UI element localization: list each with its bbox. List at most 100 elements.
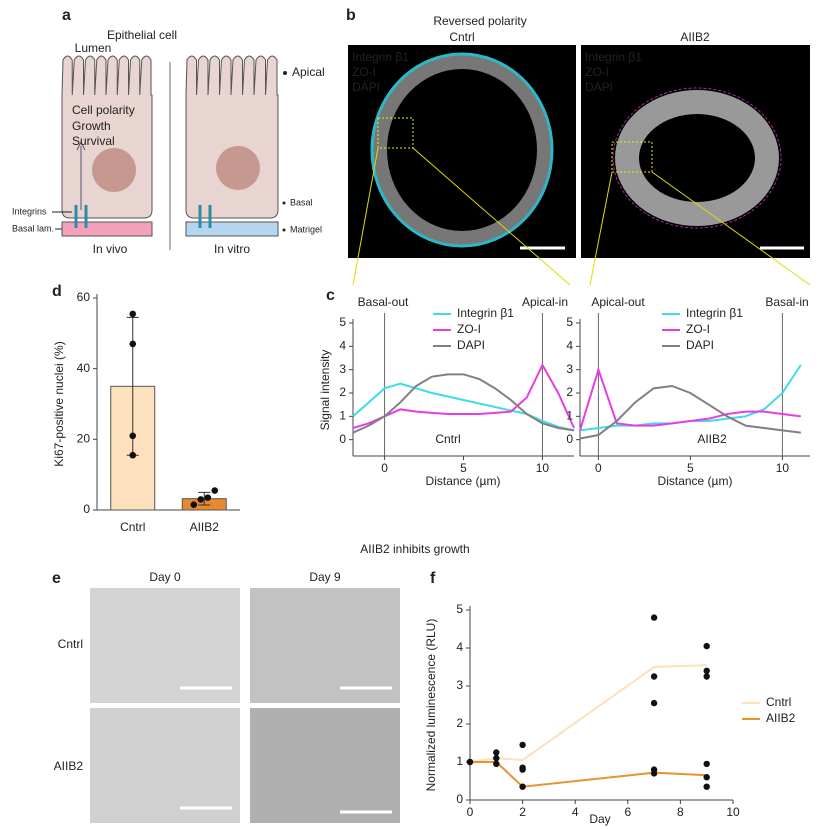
zoom-box [377, 117, 414, 149]
annotation: Apical-in [522, 295, 568, 309]
label: Cell polarity [72, 103, 135, 117]
data-point [493, 760, 500, 768]
annotation: Basal-out [358, 295, 409, 309]
organoid-edge [612, 87, 782, 229]
label: Lumen [75, 41, 112, 55]
x-tick-label: 2 [519, 805, 526, 819]
y-tick-label: 40 [77, 361, 91, 375]
data-point [519, 766, 526, 773]
y-tick-label: 5 [456, 602, 463, 616]
y-tick-label: 60 [77, 290, 91, 304]
label: In vitro [214, 242, 250, 256]
series-line [470, 761, 707, 788]
data-point [190, 501, 198, 509]
y-tick-label: 1 [456, 754, 463, 768]
x-tick-label: 5 [687, 461, 694, 475]
channel-label: DAPI [585, 80, 613, 94]
section-title: AIIB2 inhibits growth [360, 542, 469, 556]
y-tick-label: 0 [566, 432, 573, 446]
data-point [129, 340, 137, 348]
y-axis-label: Normalized luminescence (RLU) [424, 619, 438, 792]
data-point [129, 451, 137, 459]
x-axis-label: Distance (µm) [658, 474, 733, 488]
data-point [703, 673, 710, 680]
y-tick-label: 0 [456, 792, 463, 806]
panel-label: b [346, 7, 356, 24]
organoid [373, 55, 551, 245]
pointer [283, 71, 287, 75]
error-bar [198, 491, 211, 506]
data-point [703, 667, 710, 674]
image [90, 708, 240, 823]
y-tick-label: 5 [566, 315, 573, 329]
y-tick-label: 2 [456, 716, 463, 730]
data-point [703, 642, 710, 650]
diagram-title: Epithelial cell [107, 28, 177, 42]
legend-label: AIIB2 [766, 711, 796, 725]
label: Integrins [12, 206, 47, 216]
legend-label: DAPI [686, 338, 714, 352]
channel-label: Integrin β1 [352, 50, 409, 64]
zoom-line [412, 147, 571, 286]
panel-label: d [52, 283, 62, 300]
image [250, 708, 400, 823]
x-tick-label: 10 [536, 461, 550, 475]
annotation: Basal-in [765, 295, 808, 309]
y-tick-label: 3 [339, 362, 346, 376]
data-point [519, 783, 526, 790]
legend-label: Cntrl [766, 695, 791, 709]
column-label: Day 9 [309, 570, 341, 584]
zoom-line [651, 171, 811, 286]
x-tick-label: 8 [677, 805, 684, 819]
panel-label: a [62, 7, 71, 24]
y-tick-label: 20 [77, 432, 91, 446]
label: Matrigel [290, 224, 322, 234]
series-line [352, 373, 575, 434]
y-tick-label: 0 [83, 502, 90, 516]
channel-label: Integrin β1 [585, 50, 642, 64]
data-point [703, 760, 710, 768]
y-axis-label: Ki67-positive nuclei (%) [52, 341, 66, 466]
y-tick-label: 4 [339, 339, 346, 353]
zoom-line [589, 171, 613, 286]
y-tick-label: 2 [566, 385, 573, 399]
y-tick-label: 3 [456, 678, 463, 692]
y-tick-label: 0 [339, 432, 346, 446]
pointer [282, 201, 286, 205]
y-tick-label: 1 [566, 409, 573, 423]
zoom-line [352, 147, 379, 286]
x-tick-label: 0 [467, 805, 474, 819]
y-axis-label: Signal intensity [318, 350, 332, 431]
label: Basal [290, 197, 313, 207]
legend-label: DAPI [457, 338, 485, 352]
x-tick-label: 0 [381, 461, 388, 475]
panel-label: c [326, 287, 335, 304]
brightfield-images [90, 588, 400, 823]
organoid-edge [370, 52, 554, 248]
legend-label: Integrin β1 [457, 306, 514, 320]
cell [185, 55, 279, 219]
channel-label: DAPI [352, 80, 380, 94]
x-axis-label: Distance (µm) [426, 474, 501, 488]
panel-label: f [430, 570, 436, 587]
label: Survival [72, 134, 115, 148]
data-point [466, 758, 474, 766]
x-tick-label: Cntrl [120, 520, 145, 534]
image [250, 588, 400, 703]
data-point [650, 699, 658, 707]
row-label: AIIB2 [54, 759, 84, 773]
nucleus [216, 146, 260, 190]
x-tick-label: 10 [776, 461, 790, 475]
data-point [650, 614, 658, 621]
arrow-head [76, 140, 86, 151]
data-point [493, 749, 500, 756]
legend-label: ZO-I [457, 322, 481, 336]
column-label: Day 0 [149, 570, 181, 584]
x-tick-label: AIIB2 [190, 520, 220, 534]
series-line [352, 362, 575, 429]
data-point [650, 770, 658, 777]
series-line [469, 664, 707, 763]
panel-title: Reversed polarity [433, 14, 526, 28]
data-point [703, 783, 710, 790]
y-tick-label: 4 [566, 339, 573, 353]
